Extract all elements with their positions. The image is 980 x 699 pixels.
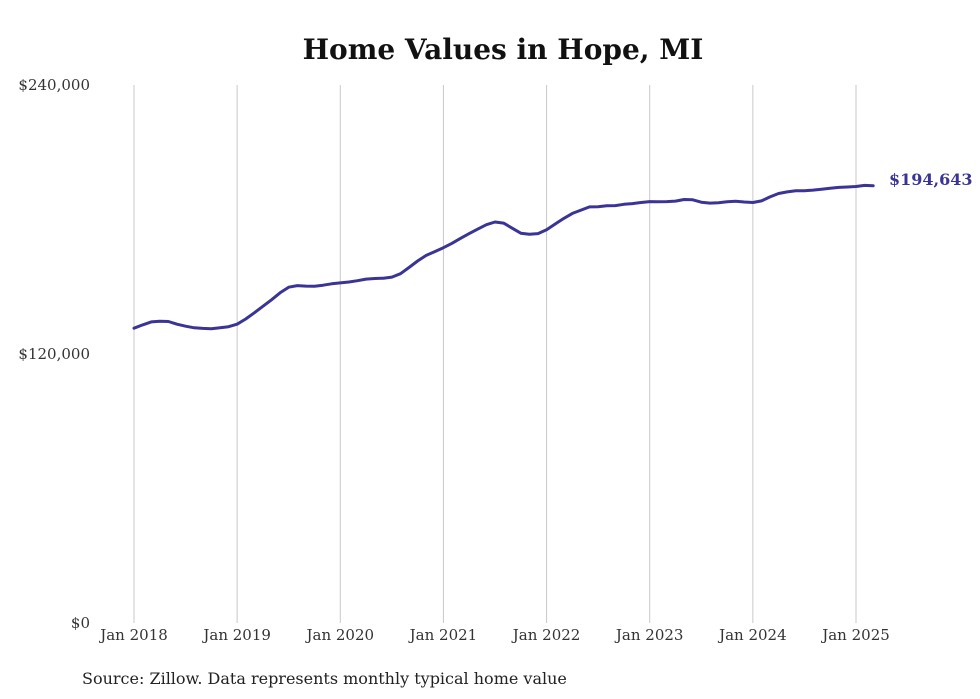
chart-title: Home Values in Hope, MI [303, 33, 704, 66]
y-tick-label: $240,000 [18, 76, 90, 94]
x-tick-label: Jan 2020 [305, 626, 375, 644]
y-tick-label: $0 [71, 614, 90, 632]
x-tick-label: Jan 2024 [717, 626, 787, 644]
x-tick-label: Jan 2022 [511, 626, 581, 644]
x-tick-label: Jan 2019 [201, 626, 271, 644]
x-tick-label: Jan 2021 [408, 626, 478, 644]
gridlines [133, 85, 857, 623]
x-tick-label: Jan 2023 [614, 626, 684, 644]
x-tick-label: Jan 2025 [820, 626, 890, 644]
x-tick-label: Jan 2018 [98, 626, 168, 644]
source-note: Source: Zillow. Data represents monthly … [82, 669, 567, 688]
series-group [132, 183, 875, 331]
series-line-0 [132, 183, 875, 331]
x-axis-ticks: Jan 2018 Jan 2019 Jan 2020 Jan 2021 Jan 2022… [98, 626, 890, 644]
y-axis-ticks: $0 $120,000 $240,000 [18, 76, 90, 632]
y-tick-label: $120,000 [18, 345, 90, 363]
end-value-label: $194,643 [889, 170, 973, 189]
